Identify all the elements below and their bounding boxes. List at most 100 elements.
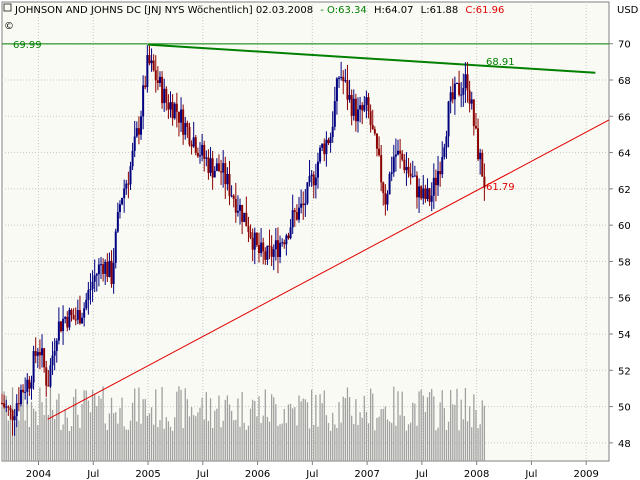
price-bar-body	[466, 74, 469, 91]
y-tick-label: 50	[618, 403, 631, 414]
price-bar-body	[177, 111, 180, 123]
price-bar-body	[477, 128, 480, 160]
price-bar-body	[428, 188, 431, 202]
price-bar-body	[150, 60, 153, 64]
price-bar-body	[241, 205, 244, 222]
price-bar-body	[437, 171, 440, 186]
resistance-level-label: 69.99	[13, 40, 42, 51]
price-bar-body	[217, 163, 220, 172]
price-bar-body	[51, 355, 54, 366]
price-bar-body	[13, 416, 16, 421]
price-bar-body	[19, 389, 22, 405]
price-bar-body	[91, 281, 94, 290]
price-bar-body	[230, 195, 233, 197]
price-bar-body	[458, 82, 461, 95]
x-tick-label: 2007	[354, 469, 379, 480]
price-bar-body	[239, 205, 242, 211]
price-bar-body	[26, 379, 29, 392]
price-bar-body	[78, 310, 81, 324]
price-bar-body	[215, 163, 218, 171]
y-tick-label: 48	[618, 439, 631, 450]
price-bar-body	[371, 124, 374, 130]
price-bar-body	[127, 183, 130, 185]
price-bar-body	[89, 289, 92, 291]
title: JOHNSON AND JOHNS DC [JNJ NYS Wöchentlic…	[14, 5, 504, 16]
y-tick-label: 70	[618, 40, 631, 51]
price-bar-body	[384, 193, 387, 205]
price-bar-body	[447, 101, 450, 137]
price-bar-body	[97, 264, 100, 275]
price-bar-body	[228, 173, 231, 196]
y-tick-label: 58	[618, 257, 631, 268]
price-bar-body	[382, 182, 385, 194]
price-bar-body	[167, 102, 170, 110]
price-bar-body	[47, 385, 50, 387]
price-bar-body	[209, 158, 212, 173]
price-bar-body	[352, 98, 355, 116]
price-bar-body	[194, 137, 197, 153]
x-tick-label: 2006	[245, 469, 270, 480]
price-bar-body	[9, 407, 12, 411]
price-bar-body	[182, 109, 185, 135]
price-bar-body	[154, 70, 157, 81]
price-bar-body	[49, 365, 52, 387]
price-bar-body	[24, 391, 27, 393]
website-label: ©	[4, 21, 14, 32]
x-tick-label: Jul	[415, 469, 428, 480]
price-bar-body	[125, 183, 128, 189]
title-high: H:64.07	[374, 5, 414, 16]
price-bar-body	[213, 170, 216, 178]
price-bar-body	[70, 309, 73, 315]
price-bar-body	[321, 143, 324, 148]
price-bar-body	[314, 177, 317, 186]
price-bar-body	[365, 97, 368, 105]
x-tick-label: 2009	[573, 469, 598, 480]
price-bar-body	[108, 260, 111, 277]
y-tick-label: 66	[618, 112, 631, 123]
price-bar-body	[224, 163, 227, 185]
trend-lines	[2, 43, 610, 420]
price-bar-body	[245, 212, 248, 227]
title-close: C:61.96	[465, 5, 504, 16]
price-bar-body	[129, 166, 132, 185]
price-bar-body	[93, 275, 96, 282]
price-bar-body	[399, 150, 402, 154]
price-bar-body	[232, 195, 235, 199]
price-bar-body	[441, 157, 444, 175]
price-bar-body	[316, 161, 319, 178]
price-bar-body	[43, 348, 46, 368]
price-bar-body	[165, 88, 168, 103]
price-bar-body	[356, 109, 359, 122]
price-bar-body	[142, 85, 145, 117]
price-bar-body	[118, 204, 121, 212]
price-bar-body	[188, 126, 191, 145]
price-bar-body	[28, 379, 31, 389]
price-bar-body	[270, 246, 273, 257]
price-bar-body	[295, 212, 298, 220]
price-bar-body	[460, 94, 463, 96]
price-bar-body	[152, 60, 155, 71]
y-tick-label: 64	[618, 149, 631, 160]
price-bar-body	[380, 155, 383, 183]
price-bar-body	[72, 314, 75, 320]
price-bar-body	[304, 203, 307, 206]
price-bar-body	[405, 166, 408, 171]
price-bar-body	[344, 80, 347, 82]
x-tick-label: Jul	[305, 469, 318, 480]
price-bar-body	[451, 92, 454, 100]
price-bar-body	[453, 83, 456, 100]
price-bar-body	[308, 176, 311, 183]
price-bar-body	[137, 128, 140, 135]
price-bar-body	[434, 177, 437, 186]
price-bar-body	[220, 171, 223, 173]
price-bar-body	[192, 137, 195, 147]
price-bar-body	[234, 198, 237, 213]
price-bar-body	[173, 103, 176, 119]
price-bar-body	[205, 157, 208, 159]
price-bar-body	[144, 85, 147, 88]
price-bar-body	[403, 159, 406, 171]
price-bar-body	[342, 76, 345, 82]
price-bar-body	[338, 77, 341, 79]
price-bar-body	[422, 188, 425, 199]
